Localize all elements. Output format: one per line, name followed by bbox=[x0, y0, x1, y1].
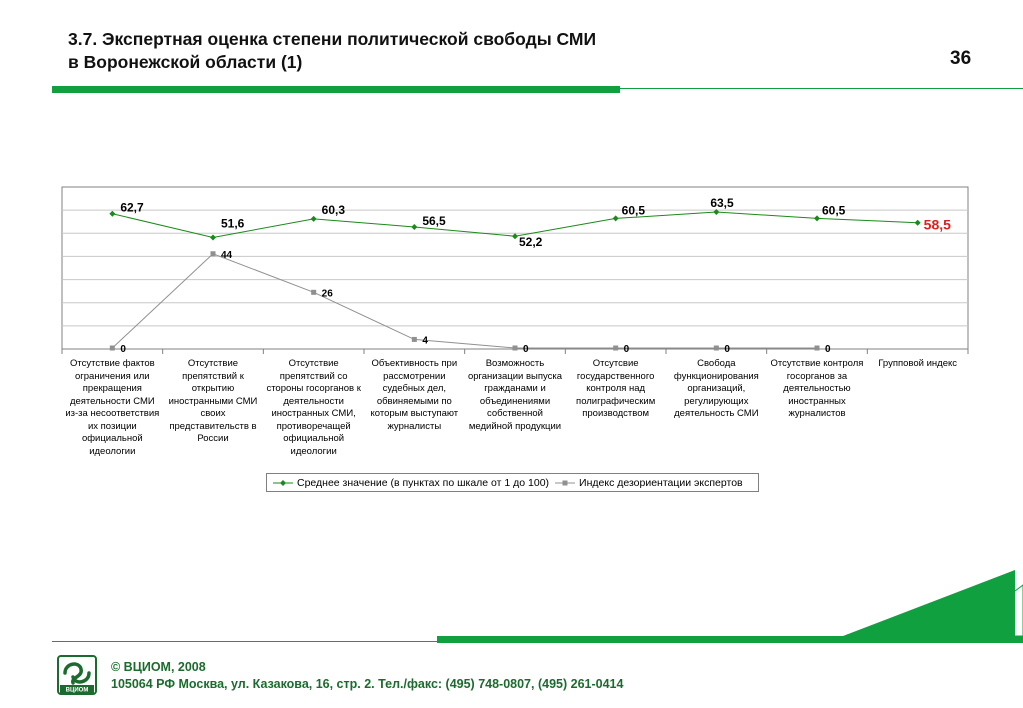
legend-swatch-disorientation bbox=[555, 480, 576, 485]
data-label-disorientation: 44 bbox=[221, 250, 233, 261]
slide-title: 3.7. Экспертная оценка степени политичес… bbox=[68, 28, 596, 74]
data-label-mean: 52,2 bbox=[519, 235, 543, 249]
data-label-disorientation: 26 bbox=[322, 288, 334, 299]
category-label: Отсутствие препятствий со стороны госорг… bbox=[266, 358, 361, 457]
point-mean bbox=[109, 210, 116, 217]
data-label-mean: 60,3 bbox=[322, 203, 346, 217]
legend-item-mean: Среднее значение (в пунктах по шкале от … bbox=[273, 477, 549, 489]
point-disorientation bbox=[311, 289, 317, 295]
footer-copyright: © ВЦИОМ, 2008 bbox=[111, 660, 206, 674]
data-label-mean: 56,5 bbox=[422, 214, 446, 228]
point-mean bbox=[310, 215, 317, 222]
data-label-mean: 60,5 bbox=[622, 203, 646, 217]
data-label-mean: 51,6 bbox=[221, 216, 245, 230]
data-label-mean: 62,7 bbox=[120, 201, 144, 215]
data-label-disorientation: 0 bbox=[120, 344, 126, 355]
plot-area bbox=[61, 186, 969, 350]
point-mean bbox=[512, 233, 518, 240]
page-number: 36 bbox=[950, 48, 972, 69]
category-label: Отсутсвие государственного контроля над … bbox=[576, 358, 656, 419]
data-label-disorientation: 0 bbox=[825, 344, 831, 355]
category-label: Отсутствие фактов ограничения или прекра… bbox=[65, 358, 160, 457]
top-divider-thick bbox=[52, 86, 620, 93]
point-disorientation bbox=[210, 251, 216, 257]
data-label-mean: 60,5 bbox=[822, 203, 846, 217]
category-label: Свобода функционирования организаций, ре… bbox=[673, 358, 759, 419]
footer: © ВЦИОМ, 2008 105064 РФ Москва, ул. Каза… bbox=[111, 659, 623, 693]
data-label-disorientation: 0 bbox=[523, 344, 529, 355]
decorative-triangle-large bbox=[843, 570, 1015, 636]
category-label: Групповой индекс bbox=[878, 358, 957, 369]
footer-address: 105064 РФ Москва, ул. Казакова, 16, стр.… bbox=[111, 677, 624, 691]
category-label: Объективность при рассмотрении судебных … bbox=[370, 358, 459, 432]
slide-title-line1: 3.7. Экспертная оценка степени политичес… bbox=[68, 29, 597, 49]
point-mean bbox=[814, 215, 820, 222]
data-label-disorientation: 4 bbox=[422, 335, 428, 346]
category-label: Отсутствие препятствий к открытию иностр… bbox=[168, 358, 258, 444]
data-label-mean: 63,5 bbox=[710, 196, 734, 210]
svg-text:ВЦИОМ: ВЦИОМ bbox=[66, 688, 89, 694]
point-mean bbox=[713, 209, 720, 215]
point-mean bbox=[210, 234, 216, 241]
point-disorientation bbox=[411, 336, 417, 342]
vciom-logo: ВЦИОМ bbox=[57, 655, 97, 695]
legend-label-mean: Среднее значение (в пунктах по шкале от … bbox=[297, 476, 550, 489]
bottom-divider-thick bbox=[437, 636, 1023, 643]
point-mean bbox=[612, 215, 619, 222]
point-disorientation bbox=[814, 345, 820, 351]
point-disorientation bbox=[713, 345, 719, 351]
data-label-mean-group-index: 58,5 bbox=[924, 217, 951, 233]
top-divider-thin bbox=[620, 88, 1023, 89]
category-label: Отсутствие контроля госорганов за деятел… bbox=[770, 358, 864, 419]
slide-title-line2: в Воронежской области (1) bbox=[68, 52, 303, 72]
point-mean bbox=[411, 223, 418, 230]
point-disorientation bbox=[512, 345, 518, 351]
legend-item-disorientation: Индекс дезориентации экспертов bbox=[555, 477, 743, 489]
point-disorientation bbox=[109, 345, 115, 351]
series-line-disorientation bbox=[111, 253, 817, 349]
point-disorientation bbox=[613, 345, 619, 351]
legend-label-disorientation: Индекс дезориентации экспертов bbox=[579, 476, 743, 489]
data-label-disorientation: 0 bbox=[624, 344, 630, 355]
data-label-disorientation: 0 bbox=[724, 344, 730, 355]
legend-swatch-mean bbox=[273, 479, 293, 486]
bottom-divider-thin bbox=[52, 641, 437, 642]
point-mean bbox=[914, 219, 921, 226]
chart-legend: Среднее значение (в пунктах по шкале от … bbox=[266, 473, 759, 492]
category-label: Возможность организации выпуска граждана… bbox=[467, 358, 563, 432]
